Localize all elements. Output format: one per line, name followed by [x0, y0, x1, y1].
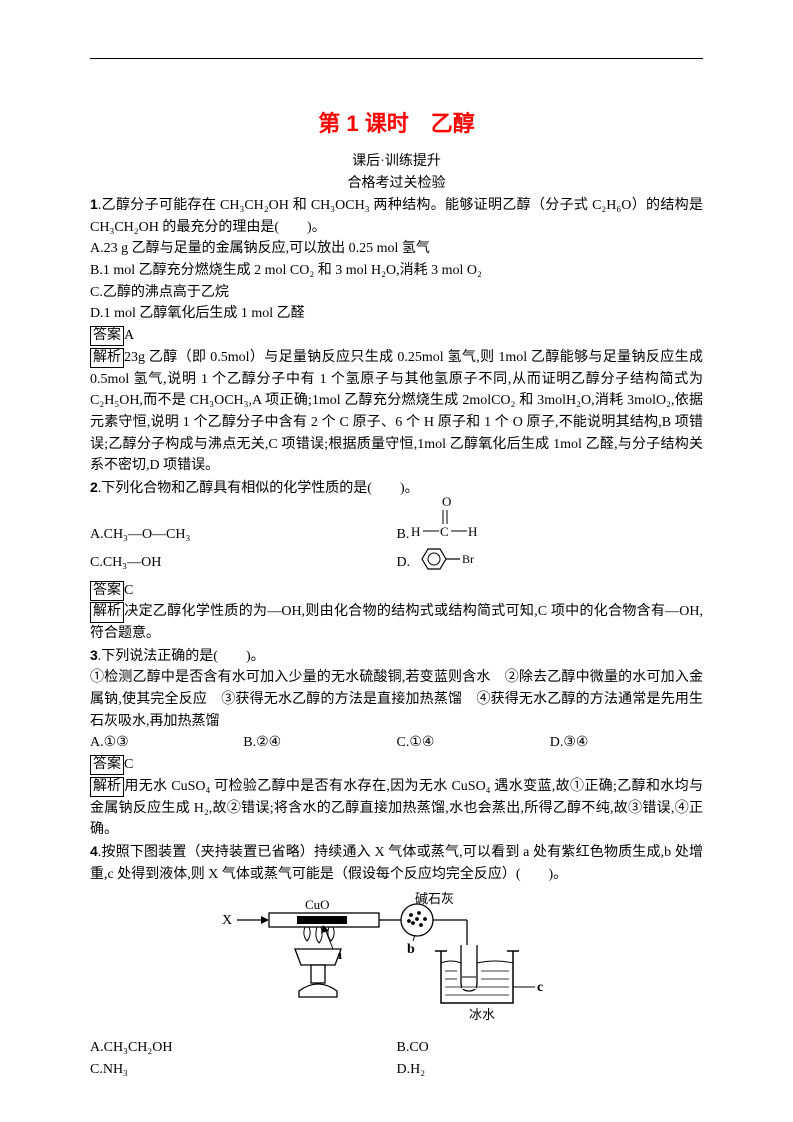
q1-stem: 1.乙醇分子可能存在 CH₃CH₂OH 和 CH₃OCH₃ 两种结构。能够证明乙… — [90, 194, 703, 238]
q4-options-row-2: C.NH₃ D.H₂ — [90, 1059, 703, 1081]
q1-option-b: B.1 mol 乙醇充分燃烧生成 2 mol CO₂ 和 3 mol H₂O,消… — [90, 260, 703, 282]
svg-text:C: C — [440, 524, 449, 538]
diag-label-c: c — [537, 980, 543, 995]
q2-options-row-1: A.CH₃—O—CH₃ B. O H C H — [90, 500, 703, 546]
q2-explain: 决定乙醇化学性质的为—OH,则由化合物的结构式或结构简式可知,C 项中的化合物含… — [90, 604, 703, 641]
q2-option-d-text: D. — [397, 552, 411, 574]
q4-number: 4 — [90, 843, 98, 859]
q1-option-d: D.1 mol 乙醇氧化后生成 1 mol 乙醛 — [90, 303, 703, 325]
diag-label-x: X — [222, 913, 232, 928]
svg-text:Br: Br — [462, 552, 474, 566]
answer-label: 答案 — [90, 755, 124, 775]
q4-apparatus-diagram: X CuO a 碱石灰 — [90, 891, 703, 1031]
q3-answer-row: 答案C — [90, 754, 703, 776]
svg-text:H: H — [411, 524, 420, 538]
q2-answer: C — [124, 583, 133, 598]
formaldehyde-structure-icon: O H C H — [409, 494, 479, 546]
q1-answer: A — [124, 328, 134, 343]
q4-option-a: A.CH₃CH₂OH — [90, 1037, 397, 1059]
lesson-title: 第 1 课时 乙醇 — [90, 106, 703, 138]
explain-label: 解析 — [90, 777, 124, 797]
diag-label-jian: 碱石灰 — [415, 891, 454, 906]
diag-label-cuo: CuO — [305, 897, 330, 912]
answer-label: 答案 — [90, 326, 124, 346]
q3-stem-text: .下列说法正确的是( )。 — [98, 649, 265, 664]
q2-option-a: A.CH₃—O—CH₃ — [90, 500, 397, 546]
q3-answer: C — [124, 757, 133, 772]
q4-option-b: B.CO — [397, 1037, 704, 1059]
q2-option-c: C.CH₃—OH — [90, 546, 397, 580]
q4-stem-text: .按照下图装置（夹持装置已省略）持续通入 X 气体或蒸气,可以看到 a 处有紫红… — [90, 845, 703, 882]
q3-explain-row: 解析用无水 CuSO₄ 可检验乙醇中是否有水存在,因为无水 CuSO₄ 遇水变蓝… — [90, 776, 703, 841]
q2-option-a-text: A.CH₃—O—CH₃ — [90, 524, 190, 546]
q3-option-b: B.②④ — [243, 732, 396, 754]
q1-option-c: C.乙醇的沸点高于乙烷 — [90, 282, 703, 304]
q2-answer-row: 答案C — [90, 580, 703, 602]
q4-options-row-1: A.CH₃CH₂OH B.CO — [90, 1037, 703, 1059]
receiver-icon — [461, 945, 477, 991]
q2-option-b: B. O H C H — [397, 500, 704, 546]
q1-number: 1 — [90, 196, 98, 212]
q1-explain-row: 解析23g 乙醇（即 0.5mol）与足量钠反应只生成 0.25mol 氢气,则… — [90, 347, 703, 477]
q3-option-d: D.③④ — [550, 732, 703, 754]
q3-options: A.①③ B.②④ C.①④ D.③④ — [90, 732, 703, 754]
q2-option-b-text: B. — [397, 524, 410, 546]
diag-label-bing: 冰水 — [469, 1007, 495, 1022]
q2-explain-row: 解析决定乙醇化学性质的为—OH,则由化合物的结构式或结构简式可知,C 项中的化合… — [90, 601, 703, 644]
q3-stem: 3.下列说法正确的是( )。 — [90, 645, 703, 668]
q4-stem: 4.按照下图装置（夹持装置已省略）持续通入 X 气体或蒸气,可以看到 a 处有紫… — [90, 841, 703, 885]
answer-label: 答案 — [90, 581, 124, 601]
q3-option-a: A.①③ — [90, 732, 243, 754]
subtitle-2: 合格考过关检验 — [90, 172, 703, 192]
page: 第 1 课时 乙醇 课后·训练提升 合格考过关检验 1.乙醇分子可能存在 CH₃… — [0, 0, 793, 1122]
subtitle-1: 课后·训练提升 — [90, 150, 703, 170]
explain-label: 解析 — [90, 348, 124, 368]
q2-stem-text: .下列化合物和乙醇具有相似的化学性质的是( )。 — [98, 481, 419, 496]
q1-option-a: A.23 g 乙醇与足量的金属钠反应,可以放出 0.25 mol 氢气 — [90, 238, 703, 260]
q1-explain: 23g 乙醇（即 0.5mol）与足量钠反应只生成 0.25mol 氢气,则 1… — [90, 350, 703, 473]
q1-stem-text: .乙醇分子可能存在 CH₃CH₂OH 和 CH₃OCH₃ 两种结构。能够证明乙醇… — [90, 198, 703, 235]
burner-icon — [295, 927, 341, 997]
q4-option-c: C.NH₃ — [90, 1059, 397, 1081]
q2-options-row-2: C.CH₃—OH D. Br — [90, 546, 703, 580]
diag-label-b: b — [407, 942, 415, 957]
q3-number: 3 — [90, 647, 98, 663]
q3-option-c: C.①④ — [397, 732, 550, 754]
q3-items: ①检测乙醇中是否含有水可加入少量的无水硫酸铜,若变蓝则含水 ②除去乙醇中微量的水… — [90, 667, 703, 732]
q2-stem: 2.下列化合物和乙醇具有相似的化学性质的是( )。 — [90, 477, 703, 500]
bromobenzene-structure-icon: Br — [410, 544, 480, 582]
q4-option-d: D.H₂ — [397, 1059, 704, 1081]
header-rule — [90, 58, 703, 59]
explain-label: 解析 — [90, 602, 124, 622]
q2-option-d: D. Br — [397, 546, 704, 580]
q2-number: 2 — [90, 479, 98, 495]
q3-explain: 用无水 CuSO₄ 可检验乙醇中是否有水存在,因为无水 CuSO₄ 遇水变蓝,故… — [90, 779, 703, 837]
svg-text:O: O — [442, 494, 451, 509]
q2-option-c-text: C.CH₃—OH — [90, 552, 161, 574]
svg-text:H: H — [468, 524, 477, 538]
q1-answer-row: 答案A — [90, 325, 703, 347]
